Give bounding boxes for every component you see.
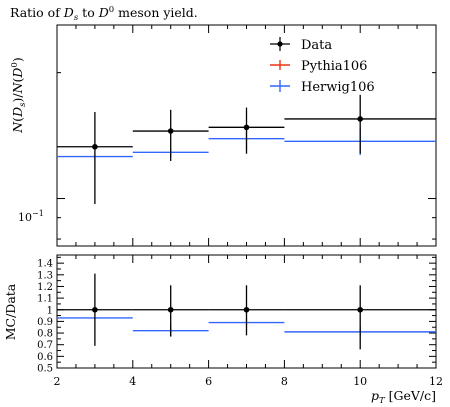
ratio-data-point-1 — [167, 306, 174, 313]
ratio-y-tick-label-1.1: 1.1 — [37, 294, 53, 305]
ratio-data-point-2 — [243, 306, 250, 313]
ratio-panel: 2 4 6 8 10 12 0.50.60.70.80.911.11.21.31.4 MC/… — [3, 254, 443, 406]
legend-label-data: Data — [301, 38, 332, 53]
ratio-y-tick-label-1.3: 1.3 — [37, 270, 53, 281]
legend-entry-pythia: Pythia106 — [270, 59, 367, 74]
main-data-point-2 — [243, 124, 250, 131]
main-data-point-0 — [92, 143, 98, 150]
legend-label-pythia: Pythia106 — [301, 59, 367, 74]
main-ylabel: N(Ds)/N(D0) — [10, 57, 28, 134]
main-data-point-3 — [357, 116, 364, 122]
chart-title: Ratio of Ds to D0 meson yield. — [10, 5, 198, 23]
xlabel: pT [GeV/c] — [371, 388, 436, 406]
ratio-y-tick-label-1.4: 1.4 — [37, 259, 53, 270]
legend-entry-data: Data — [270, 37, 332, 53]
ratio-y-tick-label-0.5: 0.5 — [37, 364, 53, 375]
ratio-y-tick-label-0.6: 0.6 — [37, 352, 53, 363]
ratio-data-point-3 — [357, 306, 364, 313]
main-data-series — [57, 94, 436, 205]
ratio-data-series — [57, 273, 436, 350]
ratio-y-tick-label-1.2: 1.2 — [37, 282, 53, 293]
x-tick-label-4: 4 — [129, 375, 136, 388]
x-tick-label-6: 6 — [205, 375, 212, 388]
ratio-ticks: 2 4 6 8 10 12 0.50.60.70.80.911.11.21.31.4 — [37, 255, 443, 388]
ratio-data-point-0 — [92, 306, 98, 313]
legend-entry-herwig: Herwig106 — [270, 80, 375, 95]
x-tick-label-12: 12 — [429, 375, 443, 388]
main-ticks — [56, 25, 437, 246]
legend-label-herwig: Herwig106 — [301, 80, 375, 95]
x-tick-label-10: 10 — [353, 375, 367, 388]
legend: Data Pythia106 Herwig106 — [270, 37, 375, 95]
main-panel: N(Ds)/N(D0) 10−1 Data Pythia106 Herwig10… — [10, 24, 437, 247]
ratio-y-tick-label-0.9: 0.9 — [37, 317, 53, 328]
ratio-y-tick-label-0.8: 0.8 — [37, 329, 53, 340]
x-tick-label-8: 8 — [281, 375, 288, 388]
ratio-y-tick-label-0.7: 0.7 — [37, 340, 53, 351]
x-tick-label-2: 2 — [54, 375, 61, 388]
ratio-y-tick-label-1: 1 — [47, 305, 53, 316]
ratio-ylabel: MC/Data — [3, 283, 18, 340]
main-data-point-1 — [167, 128, 174, 134]
main-ytick-label-0.1: 10−1 — [18, 209, 44, 224]
